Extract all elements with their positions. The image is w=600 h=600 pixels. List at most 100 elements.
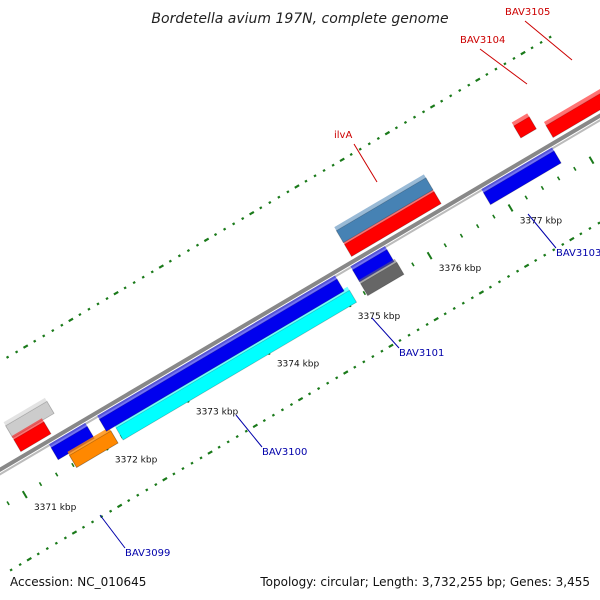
grid-dot: [339, 157, 345, 163]
scale-minor-tick: [459, 233, 464, 238]
grid-dot: [425, 322, 429, 327]
grid-dot: [371, 354, 375, 359]
grid-dot: [68, 317, 74, 323]
scale-tick: [588, 156, 595, 165]
grid-dot: [523, 263, 530, 269]
grid-dot: [154, 483, 158, 487]
grid-dot: [36, 552, 40, 556]
accession-text: Accession: NC_010645: [10, 575, 146, 589]
scale-tick-label: 3374 kbp: [277, 360, 320, 370]
gene-label: BAV3099: [125, 548, 170, 559]
scale-minor-tick: [556, 176, 561, 181]
grid-dot: [561, 242, 565, 247]
scale-minor-tick: [524, 195, 528, 200]
grid-dot: [268, 200, 272, 205]
grid-dot: [543, 253, 547, 257]
grid-dot: [349, 152, 353, 157]
grid-dot: [168, 259, 172, 263]
gene-block-top: [358, 258, 397, 284]
gene-label-leader: [353, 143, 378, 183]
grid-dot: [226, 440, 230, 444]
gene-block-top: [334, 174, 426, 231]
scale-minor-tick: [38, 481, 43, 487]
grid-dot: [398, 338, 402, 343]
grid-dot: [326, 381, 330, 385]
grid-dot: [512, 56, 516, 61]
grid-dot: [78, 312, 82, 317]
grid-dot: [443, 312, 447, 316]
gene-label-leader: [99, 514, 126, 549]
grid-dot: [127, 499, 131, 503]
gene-block-top: [67, 427, 111, 456]
grid-dot: [60, 323, 64, 327]
grid-dot: [235, 434, 239, 439]
grid-dot: [394, 126, 399, 130]
scale-tick: [426, 251, 433, 260]
grid-dot: [289, 402, 294, 407]
grid-dot: [304, 179, 308, 183]
backbone-line: [0, 113, 600, 473]
grid-dot: [63, 536, 67, 540]
grid-dot: [213, 232, 218, 237]
grid-dot: [150, 270, 154, 274]
grid-dot: [376, 136, 380, 141]
grid-dot: [403, 120, 408, 125]
grid-dot: [286, 190, 290, 194]
grid-dot: [71, 530, 78, 535]
gene-label-leader: [527, 213, 557, 249]
grid-dot: [141, 275, 145, 279]
gene-label: BAV3100: [262, 447, 307, 458]
grid-dot: [244, 429, 248, 433]
scale-tick-label: 3371 kbp: [34, 503, 77, 513]
grid-dots: [5, 35, 600, 572]
grid-dot: [271, 413, 275, 417]
scale-minor-tick: [71, 462, 75, 468]
grid-dot: [407, 333, 411, 337]
grid-dot: [534, 258, 538, 263]
grid-dot: [162, 477, 168, 482]
grid-dot: [313, 174, 317, 178]
gene-label-leader: [235, 414, 263, 448]
gene-label: ilvA: [334, 130, 352, 141]
scale-tick-label: 3375 kbp: [358, 312, 401, 322]
grid-dot: [362, 360, 366, 364]
scale-minor-tick: [411, 262, 415, 267]
grid-dot: [136, 493, 140, 497]
grid-dot: [249, 210, 255, 216]
gene-block: [115, 289, 358, 441]
grid-dot: [51, 329, 55, 333]
grid-dot: [259, 206, 263, 210]
gene-block: [343, 190, 442, 257]
gene-label: BAV3101: [399, 348, 444, 359]
grid-dot: [478, 290, 485, 295]
grid-dot: [177, 254, 181, 258]
grid-dot: [467, 83, 471, 87]
grid-dot: [109, 509, 113, 513]
grid-dot: [42, 334, 46, 338]
grid-dot: [262, 418, 266, 423]
grid-dot: [5, 355, 10, 359]
grid-dot: [105, 296, 109, 301]
grid-dot: [461, 301, 465, 305]
grid-dot: [494, 67, 498, 71]
grid-dot: [87, 307, 91, 311]
grid-dot: [203, 237, 210, 243]
grid-dot: [190, 461, 194, 465]
gene-block-top: [11, 418, 44, 440]
grid-dot: [199, 456, 203, 460]
grid-dot: [96, 302, 100, 306]
grid-dot: [217, 445, 221, 449]
gene-label-leader: [371, 317, 400, 349]
grid-dot: [367, 142, 371, 146]
gene-block-top: [3, 397, 47, 426]
grid-dot: [539, 40, 543, 44]
gene-label: BAV3103: [556, 248, 600, 259]
grid-dot: [503, 62, 507, 66]
scale-minor-tick: [443, 243, 447, 248]
gene-block-top: [350, 246, 387, 270]
gene-label: BAV3104: [460, 35, 505, 46]
grid-dot: [18, 563, 22, 567]
grid-dot: [54, 541, 58, 545]
grid-dot: [488, 285, 493, 289]
